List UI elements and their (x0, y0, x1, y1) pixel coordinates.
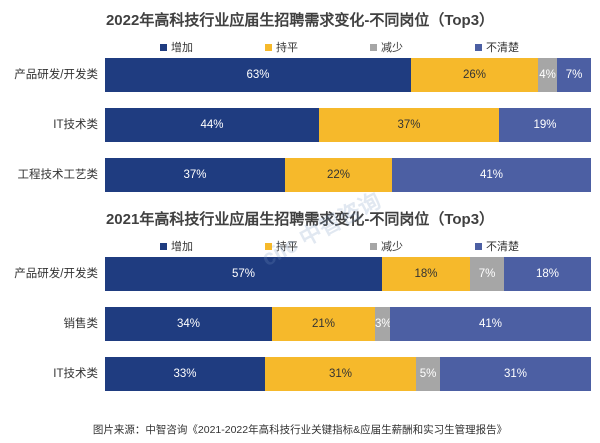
category-label: IT技术类 (53, 368, 98, 380)
bar-segment-increase: 57% (105, 257, 382, 291)
bar-segment-increase: 37% (105, 158, 285, 192)
category-label: 产品研发/开发类 (14, 268, 98, 280)
source-footnote: 图片来源：中智咨询《2021-2022年高科技行业关键指标&应届生薪酬和实习生管… (92, 424, 508, 436)
bar-segment-flat: 37% (319, 108, 499, 142)
legend-swatch (370, 43, 377, 51)
bar-segment-flat: 31% (265, 357, 416, 391)
bar-segment-increase: 34% (105, 307, 272, 341)
bar-segment-increase: 63% (105, 58, 411, 92)
legend-item-flat: 持平 (265, 238, 298, 254)
bar-segment-flat: 22% (285, 158, 392, 192)
bar-track: 63% 26% 4% 7% (105, 58, 591, 92)
legend-item-unclear: 不清楚 (475, 39, 519, 55)
category-label: IT技术类 (53, 119, 98, 131)
bar-track: 44% 37% 19% (105, 108, 591, 142)
bar-segment-decrease: 4% (538, 58, 557, 92)
bar-segment-unclear: 7% (557, 58, 591, 92)
bar-row: 销售类 34% 21% 3% 41% (0, 307, 600, 341)
bar-segment-increase: 33% (105, 357, 265, 391)
category-label: 销售类 (63, 318, 99, 330)
bar-track: 33% 31% 5% 31% (105, 357, 591, 391)
legend-label: 持平 (276, 42, 298, 54)
legend-swatch (160, 43, 167, 51)
bar-segment-unclear: 19% (499, 108, 591, 142)
bar-row: 产品研发/开发类 63% 26% 4% 7% (0, 58, 600, 92)
legend-swatch (265, 43, 272, 51)
bar-segment-flat: 21% (272, 307, 375, 341)
legend-item-increase: 增加 (160, 39, 193, 55)
legend-item-unclear: 不清楚 (475, 238, 519, 254)
category-label: 工程技术工艺类 (17, 169, 99, 181)
legend-label: 增加 (171, 42, 193, 54)
bar-segment-increase: 44% (105, 108, 319, 142)
bar-row: IT技术类 33% 31% 5% 31% (0, 357, 600, 391)
legend-label: 不清楚 (486, 241, 519, 253)
legend-label: 减少 (381, 241, 403, 253)
legend-item-increase: 增加 (160, 238, 193, 254)
legend-swatch (475, 242, 482, 250)
bar-segment-decrease: 5% (416, 357, 440, 391)
chart-title-2022: 2022年高科技行业应届生招聘需求变化-不同岗位（Top3） (105, 12, 495, 29)
chart-title-2021: 2021年高科技行业应届生招聘需求变化-不同岗位（Top3） (105, 211, 495, 228)
legend-label: 持平 (276, 241, 298, 253)
legend-swatch (475, 43, 482, 51)
legend-label: 减少 (381, 42, 403, 54)
bar-track: 37% 22% 41% (105, 158, 591, 192)
bar-row: 产品研发/开发类 57% 18% 7% 18% (0, 257, 600, 291)
bar-segment-unclear: 41% (390, 307, 591, 341)
legend-item-decrease: 减少 (370, 39, 403, 55)
legend-swatch (370, 242, 377, 250)
bar-segment-unclear: 18% (504, 257, 591, 291)
legend-item-decrease: 减少 (370, 238, 403, 254)
legend-swatch (160, 242, 167, 250)
bar-track: 57% 18% 7% 18% (105, 257, 591, 291)
bar-row: 工程技术工艺类 37% 22% 41% (0, 158, 600, 192)
bar-segment-unclear: 31% (440, 357, 591, 391)
bar-segment-unclear: 41% (392, 158, 591, 192)
legend-item-flat: 持平 (265, 39, 298, 55)
bar-row: IT技术类 44% 37% 19% (0, 108, 600, 142)
bar-segment-decrease: 7% (470, 257, 504, 291)
bar-track: 34% 21% 3% 41% (105, 307, 591, 341)
bar-segment-flat: 18% (382, 257, 470, 291)
legend-swatch (265, 242, 272, 250)
bar-segment-decrease: 3% (375, 307, 390, 341)
legend-label: 不清楚 (486, 42, 519, 54)
bar-segment-flat: 26% (411, 58, 538, 92)
legend-label: 增加 (171, 241, 193, 253)
category-label: 产品研发/开发类 (14, 69, 98, 81)
